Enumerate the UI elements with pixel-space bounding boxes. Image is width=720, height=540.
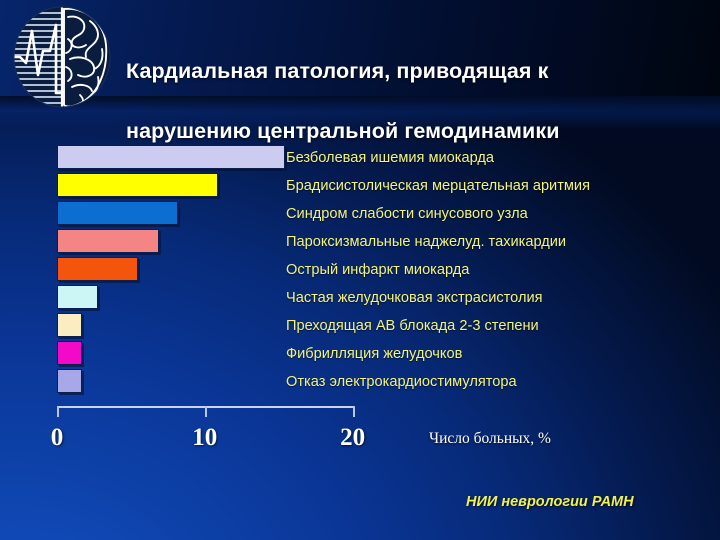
institute-credit: НИИ неврологии РАМН bbox=[466, 494, 634, 510]
x-axis-caption: Число больных, % bbox=[429, 430, 551, 447]
category-label: Преходящая АВ блокада 2-3 степени bbox=[286, 318, 539, 334]
category-label: Пароксизмальные наджелуд. тахикардии bbox=[286, 234, 567, 250]
slide-background-fade bbox=[0, 96, 720, 130]
category-label-list: Безболевая ишемия миокарда Брадисистоличе… bbox=[286, 145, 720, 397]
page-title: Кардиальная патология, приводящая к нару… bbox=[126, 26, 712, 176]
page-title-line-1: Кардиальная патология, приводящая к bbox=[126, 59, 549, 83]
slide-background-top-band bbox=[0, 0, 720, 112]
brain-ecg-logo bbox=[6, 5, 118, 109]
category-label: Брадисистолическая мерцательная аритмия bbox=[286, 178, 590, 194]
category-label: Безболевая ишемия миокарда bbox=[286, 150, 495, 166]
category-label: Частая желудочковая экстрасистолия bbox=[286, 290, 543, 306]
category-label: Фибрилляция желудочков bbox=[286, 346, 463, 362]
page-title-line-2: нарушению центральной гемодинамики bbox=[126, 119, 560, 143]
category-label: Острый инфаркт миокарда bbox=[286, 262, 470, 278]
category-label: Отказ электрокардиостимулятора bbox=[286, 374, 517, 390]
category-label: Синдром слабости синусового узла bbox=[286, 206, 528, 222]
